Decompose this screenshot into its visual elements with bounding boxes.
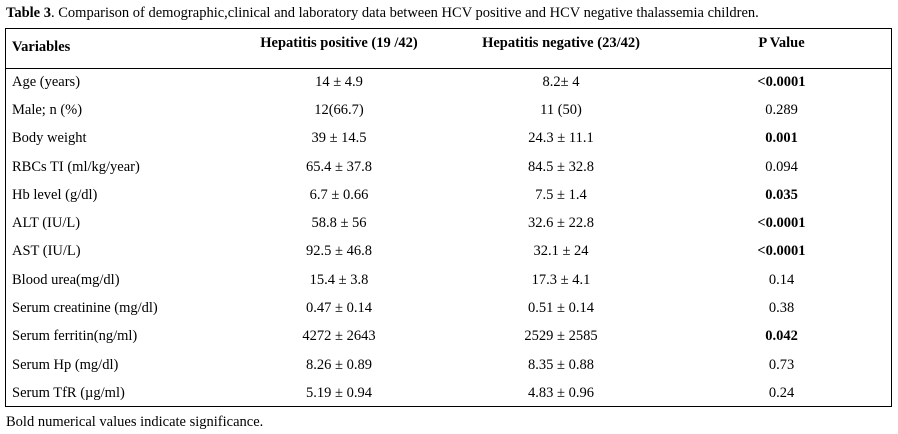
table-body: Age (years) 14 ± 4.9 8.2± 4 <0.0001 Male; n … xyxy=(6,68,891,408)
cell-hepatitis-negative: 32.6 ± 22.8 xyxy=(528,215,594,232)
cell-variable: AST (IU/L) xyxy=(12,243,81,260)
cell-hepatitis-negative: 84.5 ± 32.8 xyxy=(528,158,594,175)
cell-p-value: 0.24 xyxy=(768,384,795,401)
table-row: Serum TfR (µg/ml) 5.19 ± 0.94 4.83 ± 0.96 0… xyxy=(6,379,891,407)
cell-p-value: 0.035 xyxy=(765,186,798,203)
cell-hepatitis-positive: 15.4 ± 3.8 xyxy=(309,271,369,288)
cell-variable: ALT (IU/L) xyxy=(12,215,81,232)
table-row: RBCs TI (ml/kg/year) 65.4 ± 37.8 84.5 ± 32… xyxy=(6,153,891,181)
cell-variable: Serum Hp (mg/dl) xyxy=(12,356,119,373)
cell-hepatitis-positive: 92.5 ± 46.8 xyxy=(306,243,372,260)
cell-hepatitis-negative: 7.5 ± 1.4 xyxy=(535,186,587,203)
table-caption: Table 3. Comparison of demographic,clini… xyxy=(6,3,759,23)
table-row: Serum creatinine (mg/dl) 0.47 ± 0.14 0.51 … xyxy=(6,294,891,322)
cell-p-value: 0.001 xyxy=(765,130,798,147)
table-row: Blood urea(mg/dl) 15.4 ± 3.8 17.3 ± 4.1 0.1… xyxy=(6,266,891,294)
cell-variable: Serum TfR (µg/ml) xyxy=(12,384,125,401)
cell-hepatitis-positive: 39 ± 14.5 xyxy=(311,130,367,147)
table-row: Body weight 39 ± 14.5 24.3 ± 11.1 0.001 xyxy=(6,125,891,153)
cell-hepatitis-positive: 8.26 ± 0.89 xyxy=(306,356,372,373)
table-caption-text: . Comparison of demographic,clinical and… xyxy=(51,5,759,21)
table-frame: Variables Hepatitis positive (19 /42) He… xyxy=(5,28,892,407)
cell-variable: Serum creatinine (mg/dl) xyxy=(12,300,158,317)
cell-variable: Body weight xyxy=(12,130,87,147)
footnote: Bold numerical values indicate significa… xyxy=(6,414,264,430)
cell-hepatitis-negative: 8.2± 4 xyxy=(542,73,580,90)
table-row: ALT (IU/L) 58.8 ± 56 32.6 ± 22.8 <0.0001 xyxy=(6,209,891,237)
header-hepatitis-negative: Hepatitis negative (23/42) xyxy=(482,35,640,51)
cell-p-value: 0.042 xyxy=(765,328,798,345)
table-caption-label: Table 3 xyxy=(6,5,51,21)
cell-variable: RBCs TI (ml/kg/year) xyxy=(12,158,140,175)
cell-p-value: <0.0001 xyxy=(757,243,806,260)
cell-hepatitis-negative: 0.51 ± 0.14 xyxy=(528,300,594,317)
cell-hepatitis-positive: 58.8 ± 56 xyxy=(311,215,367,232)
table-row: Age (years) 14 ± 4.9 8.2± 4 <0.0001 xyxy=(6,68,891,96)
table-row: Male; n (%) 12(66.7) 11 (50) 0.289 xyxy=(6,96,891,124)
cell-hepatitis-positive: 6.7 ± 0.66 xyxy=(309,186,369,203)
cell-p-value: 0.73 xyxy=(768,356,795,373)
header-hepatitis-positive: Hepatitis positive (19 /42) xyxy=(260,35,418,51)
cell-variable: Serum ferritin(ng/ml) xyxy=(12,328,138,345)
cell-hepatitis-positive: 4272 ± 2643 xyxy=(302,328,376,345)
cell-hepatitis-negative: 2529 ± 2585 xyxy=(524,328,598,345)
cell-hepatitis-negative: 24.3 ± 11.1 xyxy=(528,130,594,147)
cell-variable: Blood urea(mg/dl) xyxy=(12,271,120,288)
cell-p-value: 0.38 xyxy=(768,300,795,317)
cell-hepatitis-negative: 11 (50) xyxy=(540,101,582,118)
cell-hepatitis-negative: 8.35 ± 0.88 xyxy=(528,356,594,373)
cell-hepatitis-positive: 14 ± 4.9 xyxy=(315,73,363,90)
table-row: Serum Hp (mg/dl) 8.26 ± 0.89 8.35 ± 0.88 0.… xyxy=(6,351,891,379)
header-p-value: P Value xyxy=(758,35,805,51)
cell-p-value: <0.0001 xyxy=(757,215,806,232)
cell-p-value: 0.14 xyxy=(768,271,795,288)
cell-hepatitis-positive: 5.19 ± 0.94 xyxy=(306,384,372,401)
cell-p-value: 0.289 xyxy=(765,101,798,118)
header-variables: Variables xyxy=(12,39,71,55)
cell-hepatitis-negative: 17.3 ± 4.1 xyxy=(531,271,591,288)
cell-variable: Hb level (g/dl) xyxy=(12,186,98,203)
table-row: Serum ferritin(ng/ml) 4272 ± 2643 2529 ± 2… xyxy=(6,323,891,351)
cell-hepatitis-positive: 0.47 ± 0.14 xyxy=(306,300,372,317)
cell-p-value: <0.0001 xyxy=(757,73,806,90)
table-row: AST (IU/L) 92.5 ± 46.8 32.1 ± 24 <0.0001 xyxy=(6,238,891,266)
table-row: Hb level (g/dl) 6.7 ± 0.66 7.5 ± 1.4 0.035 xyxy=(6,181,891,209)
cell-variable: Male; n (%) xyxy=(12,101,83,118)
cell-hepatitis-negative: 32.1 ± 24 xyxy=(533,243,589,260)
table-header-row: Variables Hepatitis positive (19 /42) He… xyxy=(6,29,891,68)
comparison-table: Variables Hepatitis positive (19 /42) He… xyxy=(6,29,891,408)
cell-variable: Age (years) xyxy=(12,73,81,90)
cell-hepatitis-positive: 65.4 ± 37.8 xyxy=(306,158,372,175)
cell-p-value: 0.094 xyxy=(765,158,798,175)
cell-hepatitis-positive: 12(66.7) xyxy=(314,101,364,118)
cell-hepatitis-negative: 4.83 ± 0.96 xyxy=(528,384,594,401)
